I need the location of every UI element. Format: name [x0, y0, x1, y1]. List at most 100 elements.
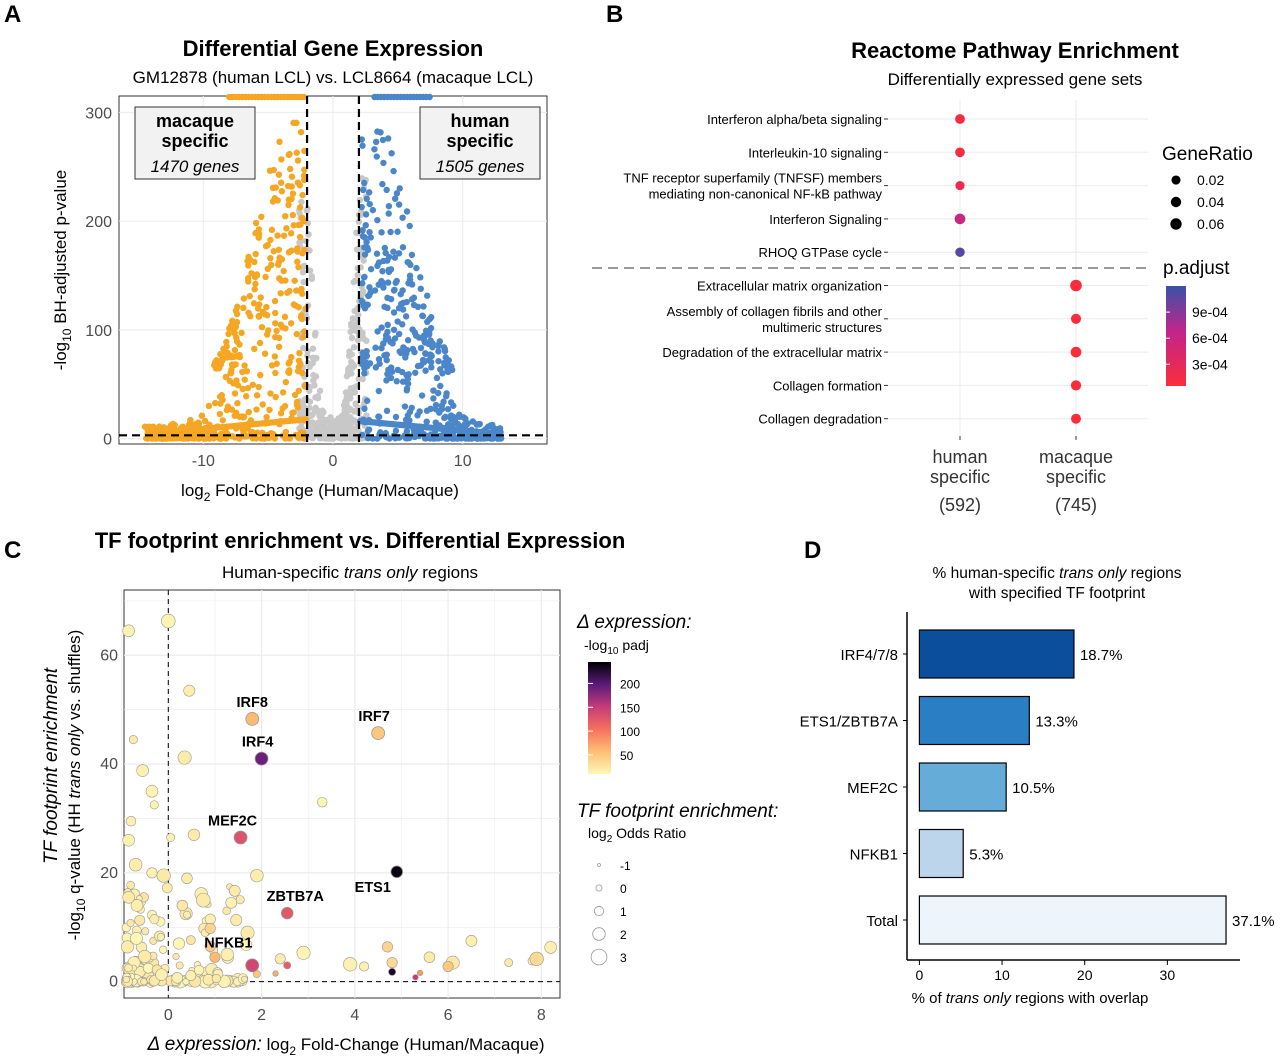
- macaque-gene-point: [259, 401, 266, 408]
- human-box: human specific 1505 genes: [419, 106, 541, 180]
- macaque-gene-point: [285, 360, 292, 367]
- panel-a: A Differential Gene Expression GM12878 (…: [4, 1, 548, 504]
- panel-c-ylabel-line1: TF footprint enrichment: [41, 667, 62, 864]
- macaque-gene-point: [255, 383, 262, 391]
- odds-legend-label: 0: [620, 882, 627, 896]
- macaque-gene-point: [236, 341, 243, 348]
- macaque-gene-point: [243, 368, 251, 375]
- tf-point: [204, 922, 216, 934]
- macaque-gene-point: [228, 406, 236, 413]
- human-gene-point: [381, 303, 388, 310]
- human-gene-point: [461, 421, 468, 428]
- bar-value-label: 10.5%: [1012, 780, 1055, 797]
- macaque-box-frame: [134, 106, 256, 180]
- pathway-label: Interferon alpha/beta signaling: [707, 112, 882, 127]
- tf-label: ETS1: [355, 880, 391, 896]
- tf-point: [283, 961, 292, 970]
- tf-point: [412, 974, 419, 981]
- a-ytick-label: 300: [85, 105, 112, 122]
- macaque-gene-point: [160, 424, 168, 431]
- macaque-gene-point: [290, 222, 297, 229]
- expr-legend-subtitle: -log10 padj: [584, 637, 649, 657]
- pathway-label: Interferon Signaling: [769, 212, 882, 227]
- macaque-gene-point: [216, 410, 224, 418]
- macaque-gene-point: [270, 248, 277, 255]
- panel-b-legend-size: GeneRatio 0.02 0.04 0.06: [1162, 144, 1253, 232]
- human-box-frame: [419, 106, 541, 180]
- human-gene-point: [403, 350, 410, 357]
- ns-gene-point: [320, 408, 327, 416]
- human-gene-point: [395, 201, 403, 208]
- macaque-gene-point: [223, 343, 230, 350]
- tf-point: [359, 961, 370, 972]
- ns-gene-point: [360, 257, 367, 264]
- macaque-gene-point: [248, 270, 255, 277]
- macaque-gene-point: [274, 232, 281, 239]
- human-gene-point: [444, 405, 452, 413]
- human-gene-point: [371, 146, 378, 153]
- human-gene-point: [450, 402, 457, 409]
- human-gene-point: [378, 229, 385, 236]
- macaque-gene-point: [231, 346, 239, 354]
- tf-point: [343, 957, 358, 972]
- human-gene-point: [390, 167, 397, 175]
- ns-gene-point: [346, 433, 354, 440]
- ns-gene-point: [338, 424, 345, 431]
- macaque-gene-point: [301, 166, 308, 173]
- macaque-gene-point: [275, 171, 283, 178]
- human-gene-point: [399, 244, 407, 251]
- generatio-legend-label: 0.06: [1197, 216, 1224, 232]
- macaque-gene-point: [299, 191, 306, 199]
- panel-c-ticks: 0 2 4 6 8 0 20 40 60: [100, 647, 546, 1024]
- panel-c-ylabel-line2: -log10 q-value (HH trans only vs. shuffl…: [65, 630, 88, 941]
- pathway-label: Collagen formation: [773, 378, 882, 393]
- panel-a-ylabel: -log10 BH-adjusted p-value: [51, 170, 74, 370]
- pathway-label: multimeric structures: [762, 320, 882, 335]
- macaque-gene-point: [240, 304, 247, 312]
- panel-c-legend-size: TF footprint enrichment: log2 Odds Ratio…: [577, 801, 778, 966]
- macaque-gene-point: [195, 420, 203, 427]
- human-gene-point: [369, 206, 377, 214]
- macaque-gene-point: [261, 433, 269, 440]
- human-gene-point: [414, 303, 422, 311]
- macaque-gene-point: [277, 321, 285, 328]
- odds-legend-key: [592, 927, 606, 941]
- macaque-gene-point: [223, 354, 231, 361]
- c-xtick-label: 2: [257, 1007, 266, 1024]
- macaque-gene-point: [279, 389, 287, 396]
- macaque-gene-point: [234, 303, 241, 310]
- bar-category-label: Total: [866, 913, 898, 930]
- human-gene-point: [379, 267, 386, 275]
- panel-b-points: [954, 114, 1082, 424]
- human-gene-point: [419, 312, 427, 320]
- ns-gene-point: [313, 354, 320, 362]
- ns-gene-point: [341, 402, 349, 410]
- human-gene-point: [398, 368, 406, 376]
- macaque-gene-point: [214, 363, 222, 370]
- expr-label: 50: [620, 749, 634, 763]
- ns-gene-point: [300, 278, 307, 286]
- human-gene-point: [384, 328, 391, 336]
- ns-gene-point: [304, 352, 311, 360]
- macaque-gene-point: [228, 366, 235, 374]
- tf-point: [193, 964, 205, 976]
- human-gene-point: [477, 435, 484, 442]
- macaque-gene-point: [300, 93, 308, 101]
- macaque-box-line1: macaque: [156, 111, 234, 131]
- macaque-gene-point: [250, 300, 258, 307]
- human-gene-point: [375, 355, 383, 363]
- human-gene-point: [411, 433, 418, 441]
- human-gene-point: [362, 221, 369, 229]
- ns-gene-point: [315, 419, 322, 426]
- human-gene-point: [453, 435, 460, 442]
- macaque-gene-point: [300, 172, 308, 179]
- human-gene-point: [443, 392, 450, 400]
- tf-point: [504, 958, 514, 967]
- macaque-gene-point: [282, 378, 290, 386]
- human-gene-point: [413, 264, 420, 272]
- tf-label: IRF8: [237, 695, 268, 711]
- human-gene-point: [400, 344, 407, 351]
- d-xtick-label: 10: [994, 967, 1010, 983]
- tf-point: [196, 892, 211, 908]
- human-gene-point: [361, 234, 369, 241]
